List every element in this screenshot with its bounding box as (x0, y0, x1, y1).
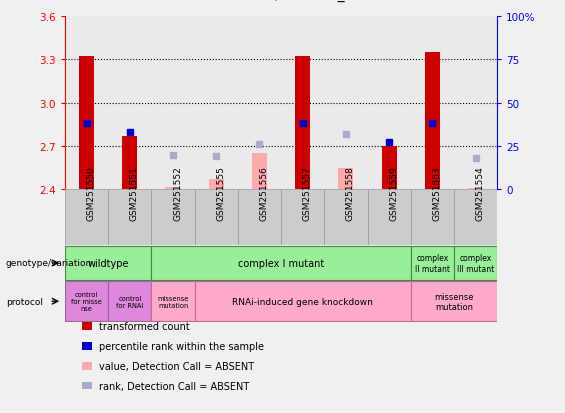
Bar (252, 154, 267, 190)
Text: GDS3453 / 189483_at: GDS3453 / 189483_at (206, 0, 359, 2)
Bar (151, 17, 194, 190)
Bar (411, 190, 454, 246)
Text: RNAi-induced gene knockdown: RNAi-induced gene knockdown (232, 297, 373, 306)
Bar (151, 190, 194, 246)
Bar (65, 190, 108, 246)
Text: GSM251559: GSM251559 (389, 165, 398, 220)
Bar (295, 57, 310, 190)
Bar (338, 169, 354, 190)
Bar (194, 190, 238, 246)
Text: GSM251550: GSM251550 (86, 165, 95, 220)
Bar (411, 247, 454, 280)
Bar (324, 17, 368, 190)
Bar (454, 17, 497, 190)
Text: GSM251553: GSM251553 (432, 165, 441, 220)
Bar (411, 282, 497, 321)
Bar (108, 282, 151, 321)
Bar (238, 190, 281, 246)
Text: genotype/variation: genotype/variation (6, 259, 92, 268)
Bar (151, 247, 411, 280)
Text: missense
mutation: missense mutation (157, 295, 189, 308)
Bar (367, 17, 411, 190)
Bar (454, 247, 497, 280)
Bar (65, 247, 151, 280)
Bar (238, 17, 281, 190)
Bar (151, 282, 194, 321)
Bar (454, 190, 497, 246)
Bar (425, 53, 440, 190)
Text: complex
III mutant: complex III mutant (457, 254, 494, 273)
Text: control
for RNAi: control for RNAi (116, 295, 144, 308)
Bar (411, 17, 454, 190)
Text: GSM251555: GSM251555 (216, 165, 225, 220)
Text: value, Detection Call = ABSENT: value, Detection Call = ABSENT (99, 361, 254, 371)
Text: wildtype: wildtype (88, 258, 129, 268)
Text: percentile rank within the sample: percentile rank within the sample (99, 341, 264, 351)
Bar (79, 57, 94, 190)
Bar (108, 17, 151, 190)
Bar (208, 180, 224, 190)
Bar (367, 190, 411, 246)
Text: missense
mutation: missense mutation (434, 292, 473, 311)
Text: GSM251556: GSM251556 (259, 165, 268, 220)
Text: control
for misse
nse: control for misse nse (71, 292, 102, 311)
Text: GSM251557: GSM251557 (303, 165, 312, 220)
Bar (166, 187, 181, 190)
Text: transformed count: transformed count (99, 321, 190, 331)
Bar (324, 190, 368, 246)
Text: complex I mutant: complex I mutant (238, 258, 324, 268)
Text: rank, Detection Call = ABSENT: rank, Detection Call = ABSENT (99, 381, 249, 391)
Bar (194, 282, 411, 321)
Bar (194, 17, 238, 190)
Bar (381, 147, 397, 190)
Bar (65, 282, 108, 321)
Text: GSM251552: GSM251552 (173, 166, 182, 220)
Text: GSM251558: GSM251558 (346, 165, 355, 220)
Bar (281, 190, 324, 246)
Text: GSM251551: GSM251551 (130, 165, 139, 220)
Bar (468, 188, 483, 190)
Text: complex
II mutant: complex II mutant (415, 254, 450, 273)
Bar (108, 190, 151, 246)
Bar (65, 17, 108, 190)
Bar (281, 17, 324, 190)
Text: GSM251554: GSM251554 (476, 166, 485, 220)
Bar (122, 136, 137, 190)
Text: protocol: protocol (6, 297, 42, 306)
